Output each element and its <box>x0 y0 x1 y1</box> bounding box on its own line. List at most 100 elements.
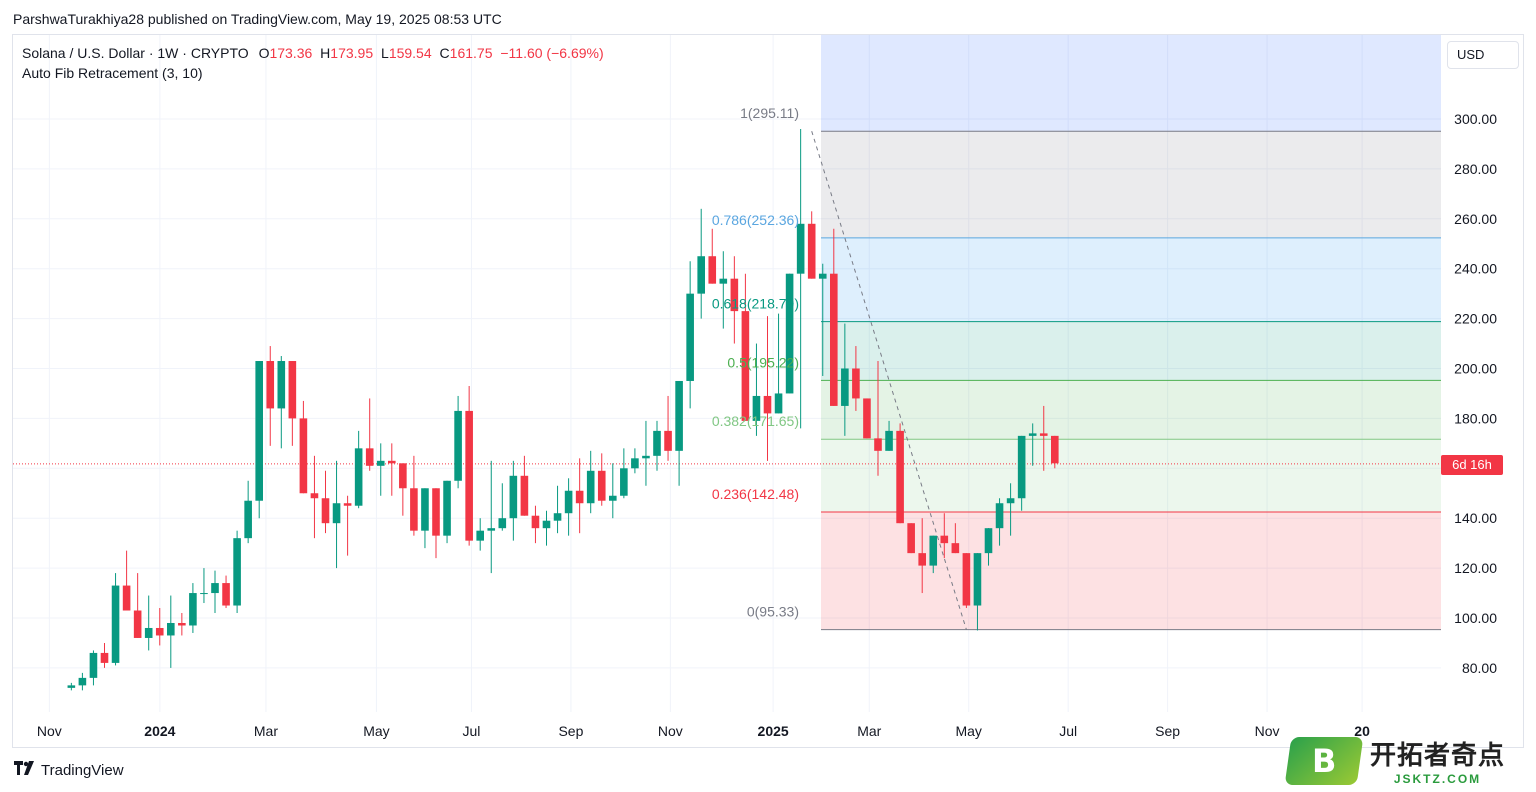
tradingview-logo-icon <box>14 761 36 780</box>
tradingview-brand: TradingView <box>41 762 124 779</box>
time-tick-label: Sep <box>1155 723 1180 739</box>
candle-body <box>1051 435 1059 464</box>
fib-zone <box>821 439 1441 513</box>
watermark-badge-letter: B <box>1311 741 1337 780</box>
candle-body <box>918 553 926 566</box>
candle-body <box>255 361 263 501</box>
candle-body <box>609 495 617 501</box>
candle-body <box>1028 433 1037 436</box>
candle-body <box>896 430 904 524</box>
time-tick-label: 2025 <box>758 723 789 739</box>
candle-body <box>575 490 584 504</box>
symbol-legend: Solana / U.S. Dollar · 1W · CRYPTO O173.… <box>22 45 604 81</box>
candle-body <box>984 528 993 554</box>
candle-body <box>133 610 142 638</box>
candle-body <box>111 585 120 663</box>
time-tick-label: May <box>363 723 389 739</box>
fib-level-label: 0.5(195.22) <box>727 354 799 370</box>
fib-level-label: 1(295.11) <box>740 105 799 121</box>
fib-zone <box>821 512 1441 630</box>
close-label: C <box>439 45 450 61</box>
candle-body <box>421 488 429 531</box>
candle-body <box>763 395 772 414</box>
publisher-line: ParshwaTurakhiya28 published on TradingV… <box>13 11 502 27</box>
candle-body <box>365 448 374 466</box>
price-tick-label: 220.00 <box>1454 311 1497 327</box>
candle-body <box>343 503 352 506</box>
candle-body <box>167 622 175 636</box>
candle-body <box>962 553 971 606</box>
candle-body <box>1006 498 1015 504</box>
time-tick-label: Nov <box>37 723 62 739</box>
currency-button[interactable]: USD <box>1447 41 1519 69</box>
price-tick-label: 280.00 <box>1454 161 1497 177</box>
candle-body <box>244 500 252 539</box>
candle-body <box>178 622 186 626</box>
fib-zone <box>821 380 1441 440</box>
candle-body <box>266 361 275 409</box>
fib-zone <box>821 131 1441 238</box>
candle-body <box>785 273 794 394</box>
time-tick-label: 2024 <box>144 723 175 739</box>
candle-body <box>465 410 473 541</box>
watermark-text: 开拓者奇点 JSKTZ.COM <box>1370 735 1505 786</box>
low-label: L <box>381 45 389 61</box>
candle-body <box>852 368 860 399</box>
candle-body <box>874 438 882 451</box>
candle-body <box>288 361 297 419</box>
fib-zone <box>821 237 1441 322</box>
candle-body <box>664 430 672 451</box>
candle-body <box>277 361 286 409</box>
watermark-cn: 开拓者奇点 <box>1370 740 1506 770</box>
time-tick-label: Nov <box>658 723 683 739</box>
tradingview-logo[interactable]: TradingView <box>14 761 124 780</box>
time-tick-label: Mar <box>254 723 278 739</box>
change-value: −11.60 (−6.69%) <box>500 45 604 61</box>
price-tick-label: 180.00 <box>1454 410 1497 426</box>
candle-body <box>200 593 208 595</box>
candle-body <box>951 543 960 554</box>
candle-body <box>730 278 739 312</box>
candle-body <box>100 652 109 663</box>
fib-labels: 1(295.11) 0.786(252.36) 0.618(218.79) 0.5(1… <box>712 105 799 619</box>
candle-body <box>796 223 805 274</box>
candle-body <box>553 513 562 521</box>
fib-trend-line <box>811 131 967 630</box>
candle-body <box>1039 433 1048 436</box>
time-tick-label: Jul <box>1059 723 1077 739</box>
candle-body <box>509 475 518 519</box>
candle-body <box>399 463 407 489</box>
grid <box>13 35 1441 712</box>
candle-body <box>807 223 816 279</box>
price-tick-label: 240.00 <box>1454 261 1497 277</box>
candle-body <box>564 490 573 514</box>
candle-body <box>841 368 849 406</box>
candle-body <box>741 311 750 421</box>
candle-body <box>973 553 982 606</box>
candle-body <box>155 627 164 636</box>
price-axis[interactable]: 80.00100.00120.00140.00160.00180.00200.0… <box>1454 111 1497 676</box>
candle-body <box>476 530 484 541</box>
candle-body <box>520 475 529 516</box>
candle-body <box>487 528 496 531</box>
candle-body <box>443 480 451 536</box>
candle-body <box>597 470 606 501</box>
candle-body <box>354 448 363 506</box>
open-label: O <box>258 45 270 61</box>
time-tick-label: Nov <box>1255 723 1280 739</box>
symbol-name[interactable]: Solana / U.S. Dollar · 1W · CRYPTO <box>22 45 249 61</box>
candle-body <box>432 488 440 536</box>
fib-level-label: 0.382(171.65) <box>712 413 799 429</box>
countdown-badge: 6d 16h <box>1441 455 1503 475</box>
countdown-label: 6d 16h <box>1452 457 1492 472</box>
low-value: 159.54 <box>388 45 432 61</box>
fib-level-label: 0(95.33) <box>747 604 799 620</box>
candle-body <box>388 460 396 464</box>
indicator-label[interactable]: Auto Fib Retracement (3, 10) <box>22 65 203 81</box>
open-value: 173.36 <box>269 45 313 61</box>
candle-body <box>774 393 783 414</box>
chart-frame <box>12 34 1524 748</box>
time-tick-label: Sep <box>558 723 583 739</box>
time-axis[interactable]: Nov 2024 Mar May Jul Sep Nov 2025 Mar May Jul Sep No… <box>37 723 1370 739</box>
